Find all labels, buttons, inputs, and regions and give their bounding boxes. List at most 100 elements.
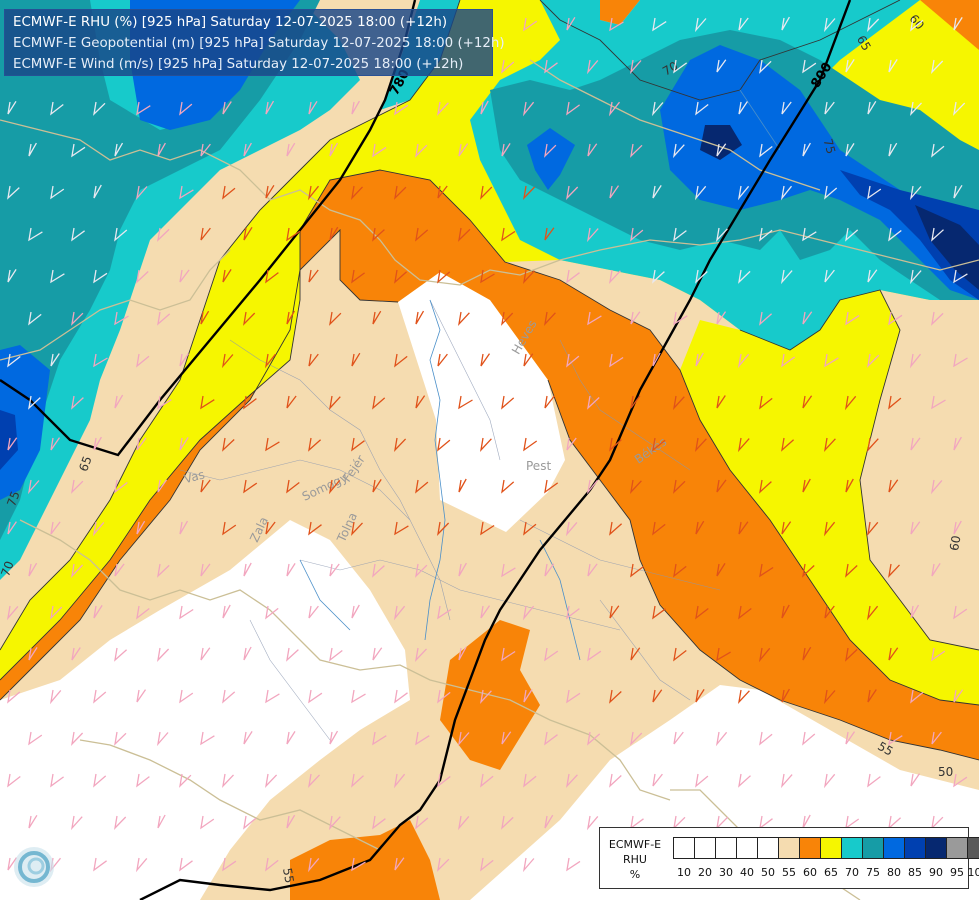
wind-barb-mark (136, 437, 147, 451)
wind-barb-mark (222, 689, 236, 704)
rhu-area-orange-bottom (290, 820, 440, 900)
wind-barb-mark (501, 479, 515, 494)
legend-tick-label: 95 (950, 866, 964, 879)
wind-barb-mark (867, 269, 878, 283)
wind-barb-mark (630, 395, 641, 409)
wind-barb-mark (544, 143, 557, 158)
wind-barb-mark (71, 563, 84, 578)
wind-barb-mark (544, 647, 559, 662)
wind-barb-mark (200, 143, 211, 157)
wind-barb-mark (630, 143, 643, 158)
wind-barb-mark (888, 647, 899, 661)
legend-title: ECMWF-E RHU % (604, 837, 666, 882)
wind-barb-mark (652, 689, 663, 703)
legend-swatch (925, 837, 947, 859)
contour-label-75-top: 75 (821, 137, 838, 155)
wind-barb-mark (179, 605, 194, 620)
wind-barb-mark (953, 269, 968, 284)
wind-barb-mark (114, 479, 128, 494)
wind-barb-mark (351, 857, 366, 872)
wind-barb-mark (716, 479, 727, 493)
wind-barb-mark (308, 689, 323, 704)
wind-barb-mark (759, 143, 773, 158)
wind-barb-mark (480, 185, 493, 200)
wind-barb-mark (909, 185, 922, 201)
wind-barb-mark (50, 437, 61, 451)
wind-barb-mark (523, 773, 537, 788)
legend-tick-label: 40 (740, 866, 754, 879)
wind-barb-mark (351, 773, 364, 788)
wind-barb-mark (824, 437, 836, 453)
wind-barb-mark (372, 310, 382, 325)
wind-barb-mark (758, 647, 771, 663)
wind-barb-mark (136, 353, 150, 368)
title-wind: ECMWF-E Wind (m/s) [925 hPa] Saturday 12… (13, 57, 464, 72)
wind-barb-mark (523, 521, 537, 536)
wind-barb-mark (652, 773, 663, 787)
wind-barb-mark (308, 437, 322, 452)
wind-barb-mark (695, 437, 707, 453)
wind-barb-mark (136, 520, 146, 535)
wind-barb-mark (523, 269, 535, 285)
wind-barb-mark (652, 605, 666, 620)
title-rhu: ECMWF-E RHU (%) [925 hPa] Saturday 12-07… (13, 15, 448, 30)
contour-label-55-bottom: 55 (280, 867, 296, 884)
wind-barb-mark (824, 353, 839, 368)
rhu-contour-lines (0, 0, 979, 761)
wind-barb-mark (910, 521, 921, 535)
wind-barb-mark (738, 101, 748, 115)
wind-barb-mark (351, 269, 365, 284)
wind-barb-mark (480, 521, 495, 536)
wind-barb-mark (179, 101, 193, 116)
wind-barb-mark (695, 352, 704, 367)
wind-barb-mark (953, 605, 968, 620)
rivers (299, 89, 781, 661)
wind-barb-mark (458, 227, 471, 242)
wind-barb-mark (910, 773, 921, 787)
wind-barb-mark (265, 521, 276, 535)
wind-barb-mark (609, 605, 620, 619)
wind-barb-mark (888, 227, 902, 242)
contour-label-65-west: 65 (76, 454, 94, 473)
wind-barb-mark (609, 269, 621, 285)
wind-barb-mark (931, 59, 944, 74)
wind-barb-mark (458, 311, 470, 327)
wind-barb-mark (759, 479, 772, 494)
wind-barb-mark (393, 773, 406, 789)
wind-barb-mark (587, 311, 602, 326)
wind-barb-mark (28, 142, 37, 157)
wind-barb-mark (781, 101, 792, 115)
wind-barb-mark (114, 311, 129, 326)
legend-tick-label: 30 (719, 866, 733, 879)
wind-barb-mark (457, 731, 470, 747)
wind-barb-mark (372, 479, 382, 493)
legend-swatch (715, 837, 737, 859)
wind-barb-mark (953, 17, 963, 31)
wind-barb-mark (802, 731, 816, 746)
wind-barb-mark (716, 311, 727, 325)
wind-barb-mark (458, 562, 467, 577)
wind-barb-mark (222, 857, 237, 872)
wind-barb-mark (888, 731, 903, 746)
wind-barb-mark (781, 521, 792, 535)
wind-barb-mark (953, 184, 963, 199)
wind-barb-mark (71, 647, 81, 661)
wind-barb-mark (394, 353, 408, 368)
wind-barb-mark (630, 227, 644, 242)
wind-barb-mark (824, 101, 835, 115)
wind-barb-mark (845, 647, 858, 662)
wind-barb-mark (243, 646, 252, 661)
wind-barb-mark (179, 437, 189, 451)
wind-barb-mark (716, 647, 731, 662)
wind-barb-mark (415, 479, 429, 494)
wind-barb-mark (372, 143, 387, 158)
wind-barb-mark (50, 269, 65, 284)
wind-barb-mark (93, 353, 108, 368)
wind-barb-mark (910, 101, 922, 116)
wind-barb-mark (157, 814, 166, 829)
wind-barb-mark (630, 731, 643, 746)
wind-barb-mark (823, 689, 836, 705)
wind-barb-mark (824, 269, 835, 283)
wind-barb-mark (480, 437, 492, 453)
